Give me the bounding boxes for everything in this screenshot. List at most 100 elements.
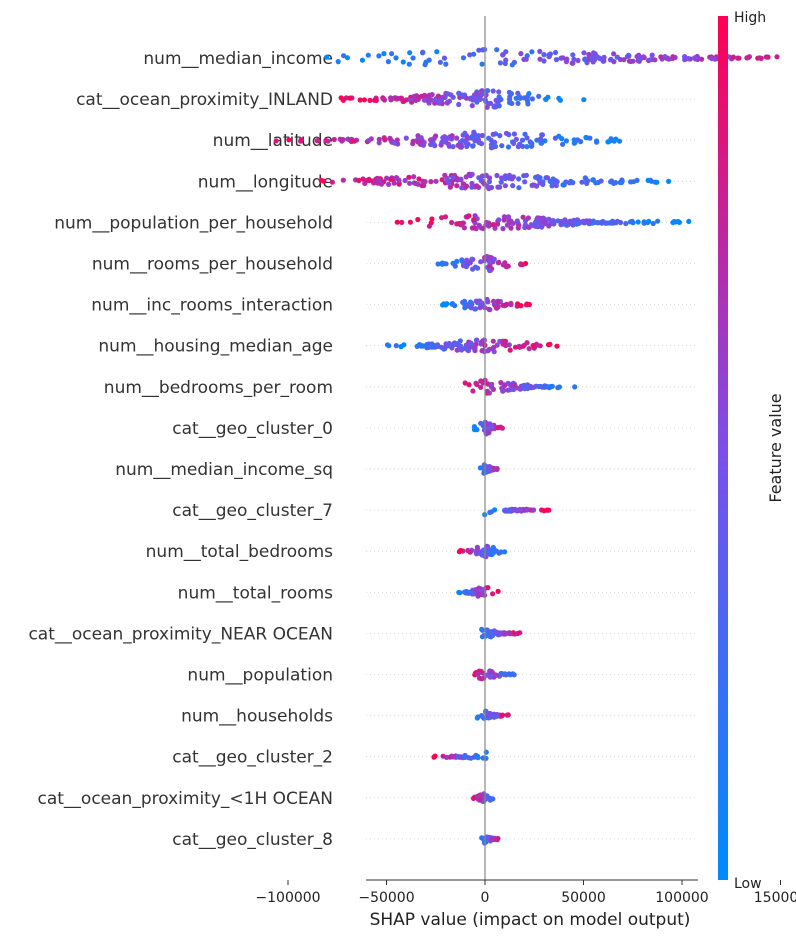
shap-point — [483, 755, 489, 761]
shap-point — [394, 219, 400, 225]
shap-point — [416, 176, 422, 182]
feature-label-num-bedrooms-per-room: num__bedrooms_per_room — [104, 378, 333, 398]
shap-point — [481, 337, 487, 343]
shap-point — [389, 51, 395, 57]
shap-point — [440, 135, 446, 141]
shap-point — [418, 93, 424, 99]
shap-point — [407, 219, 413, 225]
shap-point — [476, 47, 482, 53]
feature-points-cat-ocean-proximity-inland — [338, 88, 587, 110]
shap-point — [357, 97, 363, 103]
shap-point — [480, 793, 486, 799]
shap-point — [499, 143, 505, 149]
shap-point — [476, 675, 483, 681]
shap-point — [402, 177, 408, 184]
shap-point — [476, 97, 482, 103]
shap-point — [526, 346, 532, 352]
shap-point — [401, 98, 407, 104]
shap-point — [518, 51, 524, 57]
shap-point — [437, 59, 443, 65]
shap-point — [484, 421, 490, 427]
shap-point — [469, 134, 475, 140]
shap-point — [560, 182, 566, 188]
shap-point — [583, 176, 589, 182]
shap-point — [494, 221, 501, 227]
shap-points — [273, 46, 780, 846]
shap-point — [487, 259, 493, 265]
x-axis: −100000−50000050000100000150000200000 SH… — [255, 879, 796, 930]
shap-point — [486, 711, 493, 717]
shap-point — [516, 222, 522, 228]
shap-point — [411, 174, 417, 180]
shap-point — [507, 630, 513, 637]
shap-point — [610, 220, 616, 226]
shap-point — [583, 134, 589, 141]
feature-label-cat-geo-cluster-2: cat__geo_cluster_2 — [172, 748, 333, 768]
shap-point — [439, 139, 445, 145]
shap-point — [623, 220, 629, 227]
shap-point — [467, 52, 473, 58]
shap-point — [517, 386, 523, 392]
shap-point — [286, 137, 292, 143]
shap-point — [399, 219, 405, 225]
shap-point — [487, 263, 493, 269]
shap-point — [511, 672, 517, 678]
shap-point — [321, 178, 327, 184]
feature-label-cat-geo-cluster-7: cat__geo_cluster_7 — [172, 501, 333, 521]
x-tick-label: 100000 — [655, 890, 708, 906]
shap-point — [381, 96, 387, 102]
shap-point — [376, 177, 382, 183]
shap-point — [504, 301, 510, 307]
shap-point — [510, 183, 516, 189]
shap-point — [457, 590, 463, 596]
shap-point — [537, 343, 543, 349]
shap-point — [450, 754, 456, 760]
shap-point — [485, 299, 491, 305]
feature-label-num-median-income-sq: num__median_income_sq — [115, 460, 333, 480]
x-tick-label: 50000 — [561, 890, 606, 906]
shap-point — [548, 384, 554, 390]
shap-point — [393, 55, 399, 61]
shap-point — [494, 342, 500, 348]
shap-point — [415, 216, 421, 223]
shap-point — [520, 343, 526, 349]
feature-label-num-inc-rooms-interaction: num__inc_rooms_interaction — [91, 296, 333, 316]
shap-point — [756, 55, 763, 61]
shap-point — [501, 217, 507, 223]
shap-point — [512, 382, 518, 389]
shap-point — [483, 554, 489, 560]
shap-point — [502, 60, 508, 67]
shap-point — [452, 263, 458, 269]
shap-point — [672, 54, 678, 61]
shap-point — [591, 220, 597, 226]
shap-point — [587, 135, 593, 141]
feature-points-num-population — [472, 668, 517, 682]
feature-label-num-population: num__population — [187, 666, 333, 686]
shap-point — [427, 343, 433, 349]
shap-point — [496, 89, 502, 95]
shap-point — [382, 136, 388, 143]
shap-point — [315, 138, 321, 144]
shap-point — [340, 137, 346, 143]
shap-point — [490, 88, 496, 94]
shap-point — [384, 175, 390, 181]
shap-point — [495, 184, 501, 190]
shap-point — [489, 836, 495, 842]
shap-point — [568, 218, 574, 224]
shap-point — [555, 218, 561, 224]
shap-point — [537, 180, 543, 186]
feature-points-num-bedrooms-per-room — [462, 377, 578, 396]
shap-point — [385, 59, 391, 65]
shap-point — [384, 342, 391, 348]
shap-point — [478, 668, 484, 675]
shap-point — [492, 103, 498, 109]
shap-point — [628, 179, 634, 185]
shap-point — [366, 177, 373, 184]
feature-points-num-households — [474, 708, 511, 721]
shap-point — [435, 261, 441, 267]
shap-point — [458, 222, 464, 228]
shap-point — [473, 380, 479, 386]
shap-point — [471, 95, 477, 102]
shap-point — [511, 131, 517, 137]
